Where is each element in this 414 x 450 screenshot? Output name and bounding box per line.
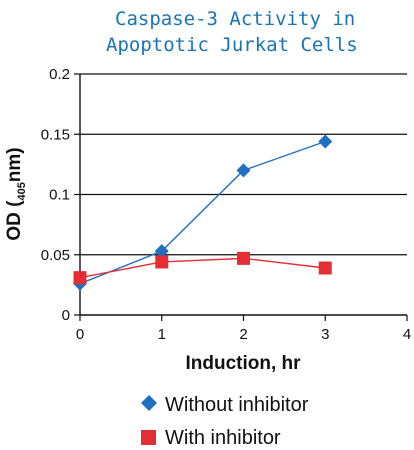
data-point-square bbox=[237, 251, 250, 265]
data-point-diamond bbox=[154, 244, 169, 259]
y-tick-label: 0.1 bbox=[49, 187, 70, 204]
x-tick-label: 4 bbox=[403, 326, 411, 343]
data-point-diamond bbox=[318, 134, 333, 149]
y-tick-label: 0.05 bbox=[41, 247, 70, 264]
series-line bbox=[79, 257, 326, 279]
legend-item-with-inhibitor: With inhibitor bbox=[141, 427, 281, 449]
axes bbox=[74, 73, 408, 321]
x-tick-label: 0 bbox=[76, 326, 84, 343]
data-series bbox=[73, 134, 333, 291]
series-line bbox=[79, 140, 326, 285]
x-tick-label: 2 bbox=[239, 326, 247, 343]
legend-label-with-inhibitor: With inhibitor bbox=[165, 427, 281, 449]
x-tick-label: 3 bbox=[321, 326, 329, 343]
y-axis-label-subscript: 405 bbox=[16, 182, 28, 200]
x-axis-label: Induction, hr bbox=[185, 353, 301, 374]
chart-title-line-1: Caspase-3 Activity in bbox=[115, 8, 355, 30]
x-tick-labels: 0 1 2 3 4 bbox=[76, 326, 411, 343]
legend-marker-diamond bbox=[141, 395, 157, 411]
x-tick-label: 1 bbox=[158, 326, 166, 343]
data-point-square bbox=[73, 271, 87, 285]
legend-marker-square bbox=[141, 430, 156, 445]
legend-item-without-inhibitor: Without inhibitor bbox=[141, 394, 309, 416]
y-tick-label: 0.2 bbox=[49, 66, 70, 83]
chart-title-line-2: Apoptotic Jurkat Cells bbox=[106, 34, 358, 56]
data-point-diamond bbox=[236, 163, 251, 178]
y-tick-labels: 0 0.05 0.1 0.15 0.2 bbox=[41, 66, 70, 324]
series-with-inhibitor bbox=[73, 251, 332, 285]
data-point-square bbox=[155, 255, 169, 269]
series-without-inhibitor bbox=[73, 134, 333, 291]
chart-title: Caspase-3 Activity in Apoptotic Jurkat C… bbox=[106, 8, 358, 56]
data-point-square bbox=[318, 261, 332, 275]
legend-label-without-inhibitor: Without inhibitor bbox=[165, 394, 309, 416]
y-axis-label-main: OD ( bbox=[4, 200, 25, 241]
y-tick-label: 0 bbox=[62, 307, 70, 324]
legend: Without inhibitor With inhibitor bbox=[141, 394, 309, 449]
y-axis-label: OD (405nm) bbox=[4, 147, 28, 240]
y-tick-label: 0.15 bbox=[41, 126, 70, 143]
y-axis-label-suffix: nm) bbox=[4, 147, 25, 182]
